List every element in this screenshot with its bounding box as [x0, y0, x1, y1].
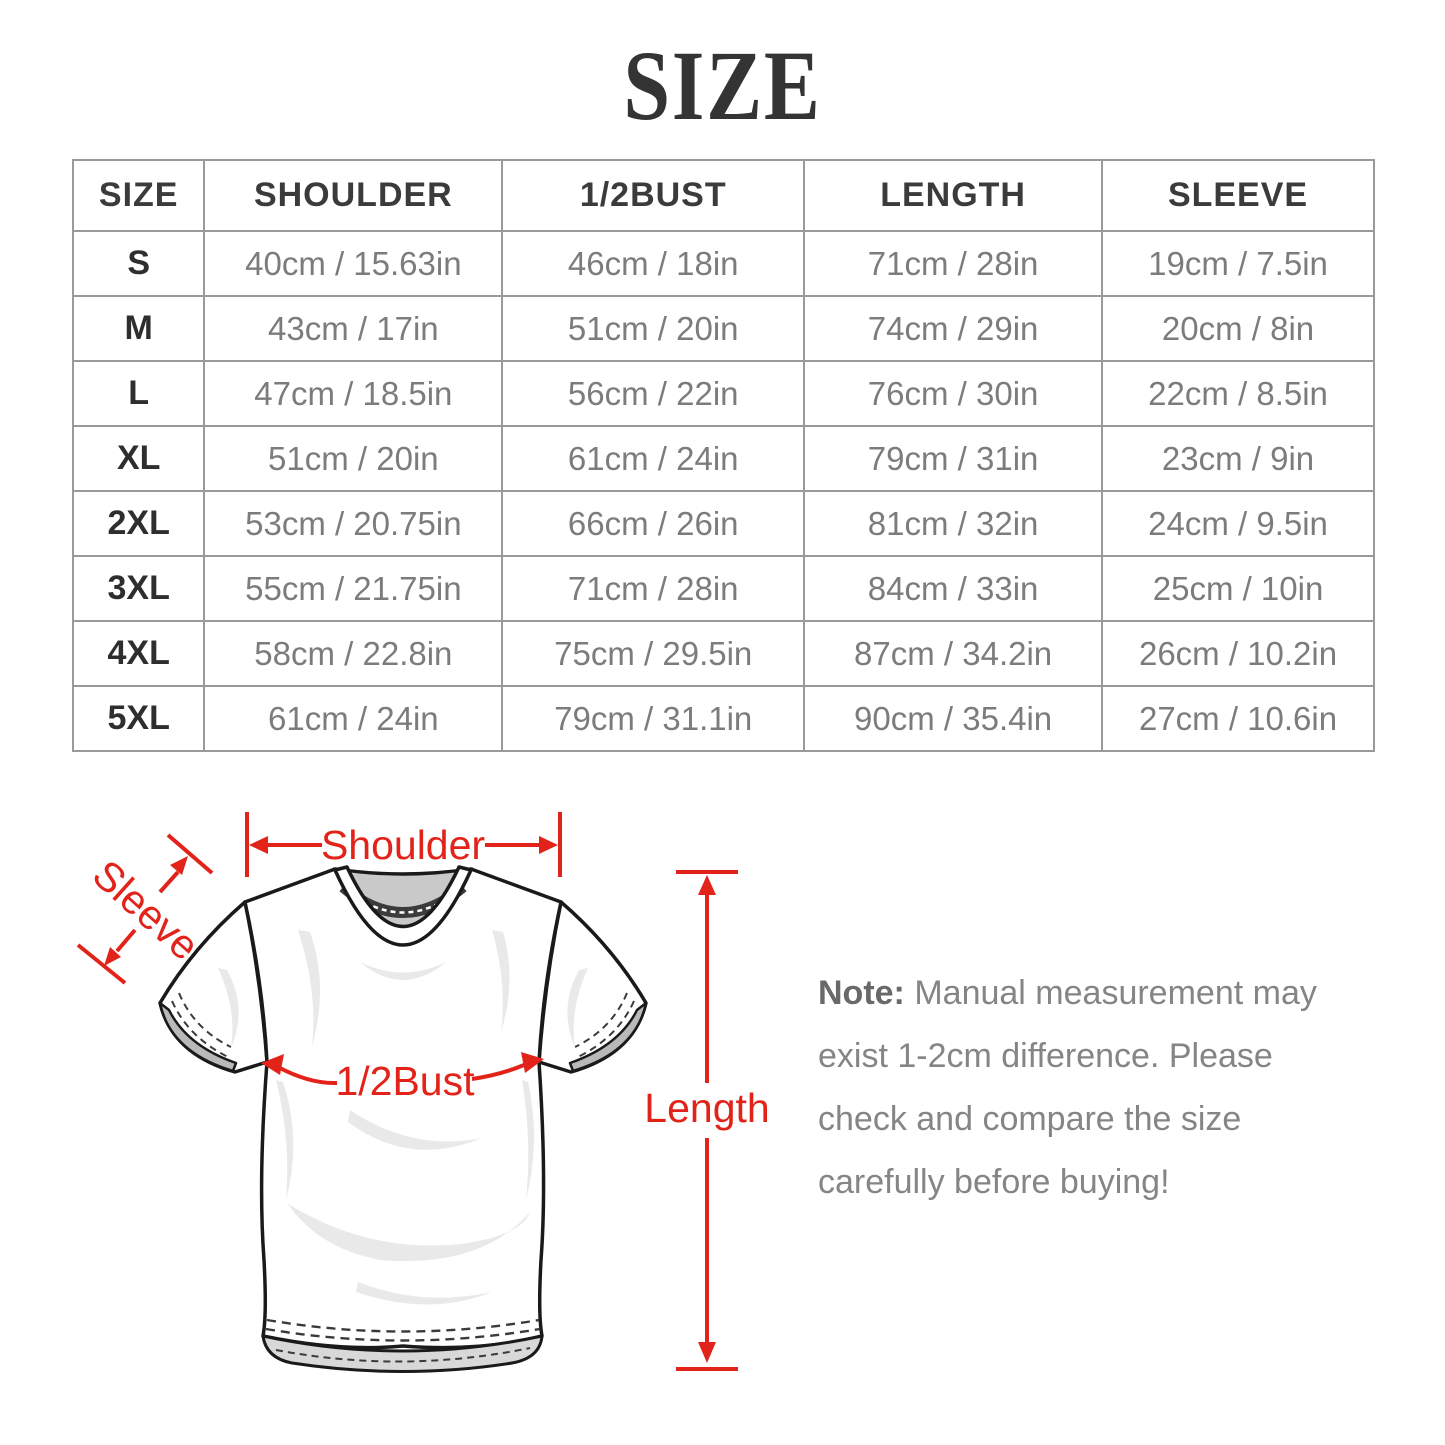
- cell-length: 84cm / 33in: [803, 555, 1104, 622]
- cell-shoulder: 55cm / 21.75in: [203, 555, 504, 622]
- page-title: SIZE: [623, 30, 822, 141]
- column-header-shoulder: SHOULDER: [203, 159, 504, 232]
- table-row: 5XL 61cm / 24in 79cm / 31.1in 90cm / 35.…: [71, 685, 1375, 752]
- table-row: XL 51cm / 20in 61cm / 24in 79cm / 31in 2…: [71, 425, 1375, 492]
- column-header-bust: 1/2BUST: [501, 159, 806, 232]
- tshirt-measurement-diagram: Shoulder Sleeve 1/2Bust Length: [76, 812, 770, 1373]
- cell-bust: 56cm / 22in: [501, 360, 806, 427]
- cell-size: 4XL: [71, 620, 206, 687]
- table-row: 2XL 53cm / 20.75in 66cm / 26in 81cm / 32…: [71, 490, 1375, 557]
- cell-size: 3XL: [71, 555, 206, 622]
- table-row: 3XL 55cm / 21.75in 71cm / 28in 84cm / 33…: [71, 555, 1375, 622]
- cell-bust: 51cm / 20in: [501, 295, 806, 362]
- cell-sleeve: 24cm / 9.5in: [1101, 490, 1375, 557]
- cell-sleeve: 19cm / 7.5in: [1101, 230, 1375, 297]
- cell-bust: 66cm / 26in: [501, 490, 806, 557]
- cell-sleeve: 20cm / 8in: [1101, 295, 1375, 362]
- note-label: Note:: [818, 974, 905, 1012]
- bottom-hem: [261, 1334, 544, 1373]
- cell-shoulder: 47cm / 18.5in: [203, 360, 504, 427]
- right-cuff-underside: [568, 1001, 648, 1073]
- length-label: Length: [644, 1085, 769, 1131]
- cell-size: M: [71, 295, 206, 362]
- cell-size: 5XL: [71, 685, 206, 752]
- cell-length: 87cm / 34.2in: [803, 620, 1104, 687]
- collar: [332, 865, 474, 947]
- cell-bust: 79cm / 31.1in: [501, 685, 806, 752]
- note-line: check and compare the size: [818, 1100, 1242, 1138]
- column-header-size: SIZE: [71, 159, 206, 232]
- left-cuff-underside: [158, 1001, 238, 1073]
- note-line: exist 1-2cm difference. Please: [818, 1037, 1273, 1075]
- cell-length: 79cm / 31in: [803, 425, 1104, 492]
- cell-bust: 61cm / 24in: [501, 425, 806, 492]
- header-row: SIZE SHOULDER 1/2BUST LENGTH SLEEVE: [71, 159, 1375, 232]
- cell-bust: 46cm / 18in: [501, 230, 806, 297]
- cell-sleeve: 26cm / 10.2in: [1101, 620, 1375, 687]
- cell-shoulder: 51cm / 20in: [203, 425, 504, 492]
- tshirt-illustration: [158, 865, 648, 1373]
- table-row: M 43cm / 17in 51cm / 20in 74cm / 29in 20…: [71, 295, 1375, 362]
- bust-label: 1/2Bust: [335, 1058, 475, 1104]
- cell-bust: 75cm / 29.5in: [501, 620, 806, 687]
- bust-dimension-arrow: 1/2Bust: [261, 1052, 544, 1104]
- table-row: L 47cm / 18.5in 56cm / 22in 76cm / 30in …: [71, 360, 1375, 427]
- note-text: Note: Manual measurement may exist 1-2cm …: [818, 962, 1378, 1214]
- cell-length: 71cm / 28in: [803, 230, 1104, 297]
- length-dimension-arrow: Length: [644, 870, 770, 1371]
- cell-shoulder: 43cm / 17in: [203, 295, 504, 362]
- column-header-length: LENGTH: [803, 159, 1104, 232]
- cell-length: 74cm / 29in: [803, 295, 1104, 362]
- column-header-sleeve: SLEEVE: [1101, 159, 1375, 232]
- cell-sleeve: 27cm / 10.6in: [1101, 685, 1375, 752]
- shoulder-dimension-arrow: Shoulder: [245, 812, 562, 877]
- cell-size: S: [71, 230, 206, 297]
- cell-size: XL: [71, 425, 206, 492]
- cell-length: 76cm / 30in: [803, 360, 1104, 427]
- cell-sleeve: 23cm / 9in: [1101, 425, 1375, 492]
- note-line: carefully before buying!: [818, 1163, 1170, 1201]
- table-row: 4XL 58cm / 22.8in 75cm / 29.5in 87cm / 3…: [71, 620, 1375, 687]
- cell-sleeve: 22cm / 8.5in: [1101, 360, 1375, 427]
- cell-bust: 71cm / 28in: [501, 555, 806, 622]
- cell-shoulder: 61cm / 24in: [203, 685, 504, 752]
- cell-length: 90cm / 35.4in: [803, 685, 1104, 752]
- note-line: Manual measurement may: [914, 974, 1317, 1012]
- cell-sleeve: 25cm / 10in: [1101, 555, 1375, 622]
- size-table: SIZE SHOULDER 1/2BUST LENGTH SLEEVE S 40…: [71, 159, 1375, 752]
- cell-size: 2XL: [71, 490, 206, 557]
- cell-size: L: [71, 360, 206, 427]
- sleeve-label: Sleeve: [84, 851, 208, 969]
- cell-shoulder: 58cm / 22.8in: [203, 620, 504, 687]
- cell-shoulder: 40cm / 15.63in: [203, 230, 504, 297]
- shoulder-label: Shoulder: [321, 822, 485, 868]
- cell-length: 81cm / 32in: [803, 490, 1104, 557]
- table-row: S 40cm / 15.63in 46cm / 18in 71cm / 28in…: [71, 230, 1375, 297]
- cell-shoulder: 53cm / 20.75in: [203, 490, 504, 557]
